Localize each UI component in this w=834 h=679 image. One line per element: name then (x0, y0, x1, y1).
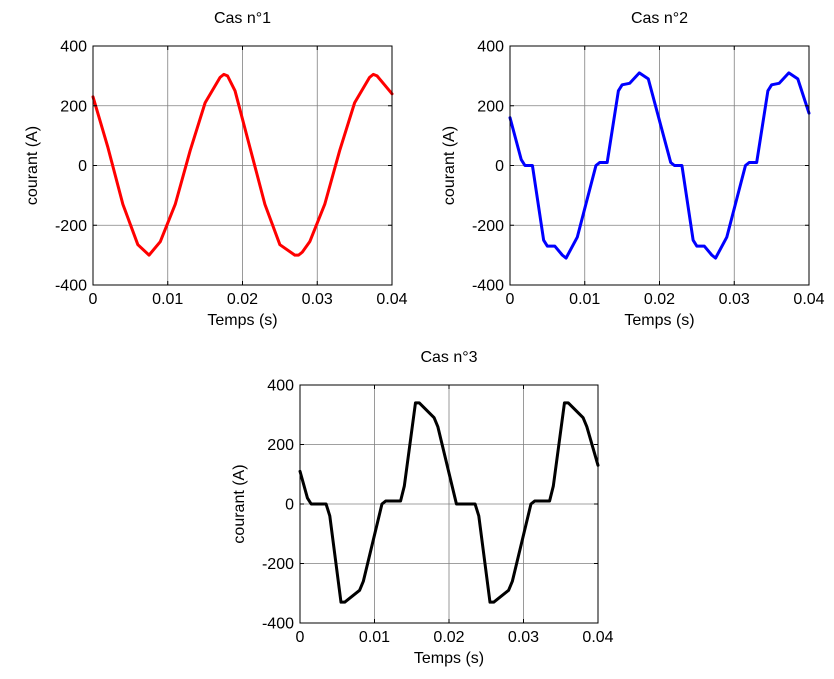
x-tick-label: 0.01 (359, 629, 390, 646)
chart-panel-3: 0 0.01 0.02 0.03 0.04 -400 -200 0 200 400 Cas n°3 T… (231, 349, 614, 667)
x-tick-label: 0.02 (644, 291, 675, 308)
x-tick-label: 0.04 (376, 291, 407, 308)
chart-title: Cas n°3 (420, 349, 477, 366)
x-tick-label: 0.01 (569, 291, 600, 308)
y-axis-label: courant (A) (441, 126, 458, 205)
x-axis-label: Temps (s) (414, 650, 484, 667)
y-tick-label: 400 (477, 39, 504, 56)
series-line-1 (91, 72, 394, 257)
x-tick-label: 0 (506, 291, 515, 308)
y-tick-label: -400 (55, 278, 87, 295)
y-tick-label: 200 (60, 98, 87, 115)
chart-panel-2: 0 0.01 0.02 0.03 0.04 -400 -200 0 200 400 Cas n°2 T… (441, 10, 825, 329)
x-tick-label: 0.03 (719, 291, 750, 308)
x-tick-label: 0.03 (302, 291, 333, 308)
x-tick-label: 0 (296, 629, 305, 646)
y-tick-label: 0 (78, 158, 87, 175)
y-tick-label: -200 (262, 556, 294, 573)
y-tick-label: 0 (495, 158, 504, 175)
x-tick-label: 0.01 (152, 291, 183, 308)
x-axis-label: Temps (s) (207, 312, 277, 329)
y-tick-label: 0 (285, 497, 294, 514)
chart-panel-1: 0 0.01 0.02 0.03 0.04 -400 -200 0 200 400 Cas n°1 T… (24, 10, 408, 329)
y-tick-label: 400 (267, 378, 294, 395)
x-tick-label: 0 (89, 291, 98, 308)
x-tick-label: 0.02 (433, 629, 464, 646)
y-tick-label: -200 (472, 218, 504, 235)
y-tick-label: -400 (472, 278, 504, 295)
x-tick-label: 0.02 (227, 291, 258, 308)
y-tick-label: 200 (477, 98, 504, 115)
y-tick-label: -200 (55, 218, 87, 235)
y-tick-label: -400 (262, 616, 294, 633)
y-tick-label: 200 (267, 437, 294, 454)
chart-title: Cas n°1 (214, 10, 271, 27)
x-tick-label: 0.03 (508, 629, 539, 646)
x-tick-label: 0.04 (582, 629, 613, 646)
series-line-1 (508, 71, 811, 260)
x-tick-label: 0.04 (793, 291, 824, 308)
y-axis-label: courant (A) (231, 464, 248, 543)
y-tick-label: 400 (60, 39, 87, 56)
y-axis-label: courant (A) (24, 126, 41, 205)
series-line-1 (298, 401, 600, 604)
x-axis-label: Temps (s) (624, 312, 694, 329)
chart-title: Cas n°2 (631, 10, 688, 27)
